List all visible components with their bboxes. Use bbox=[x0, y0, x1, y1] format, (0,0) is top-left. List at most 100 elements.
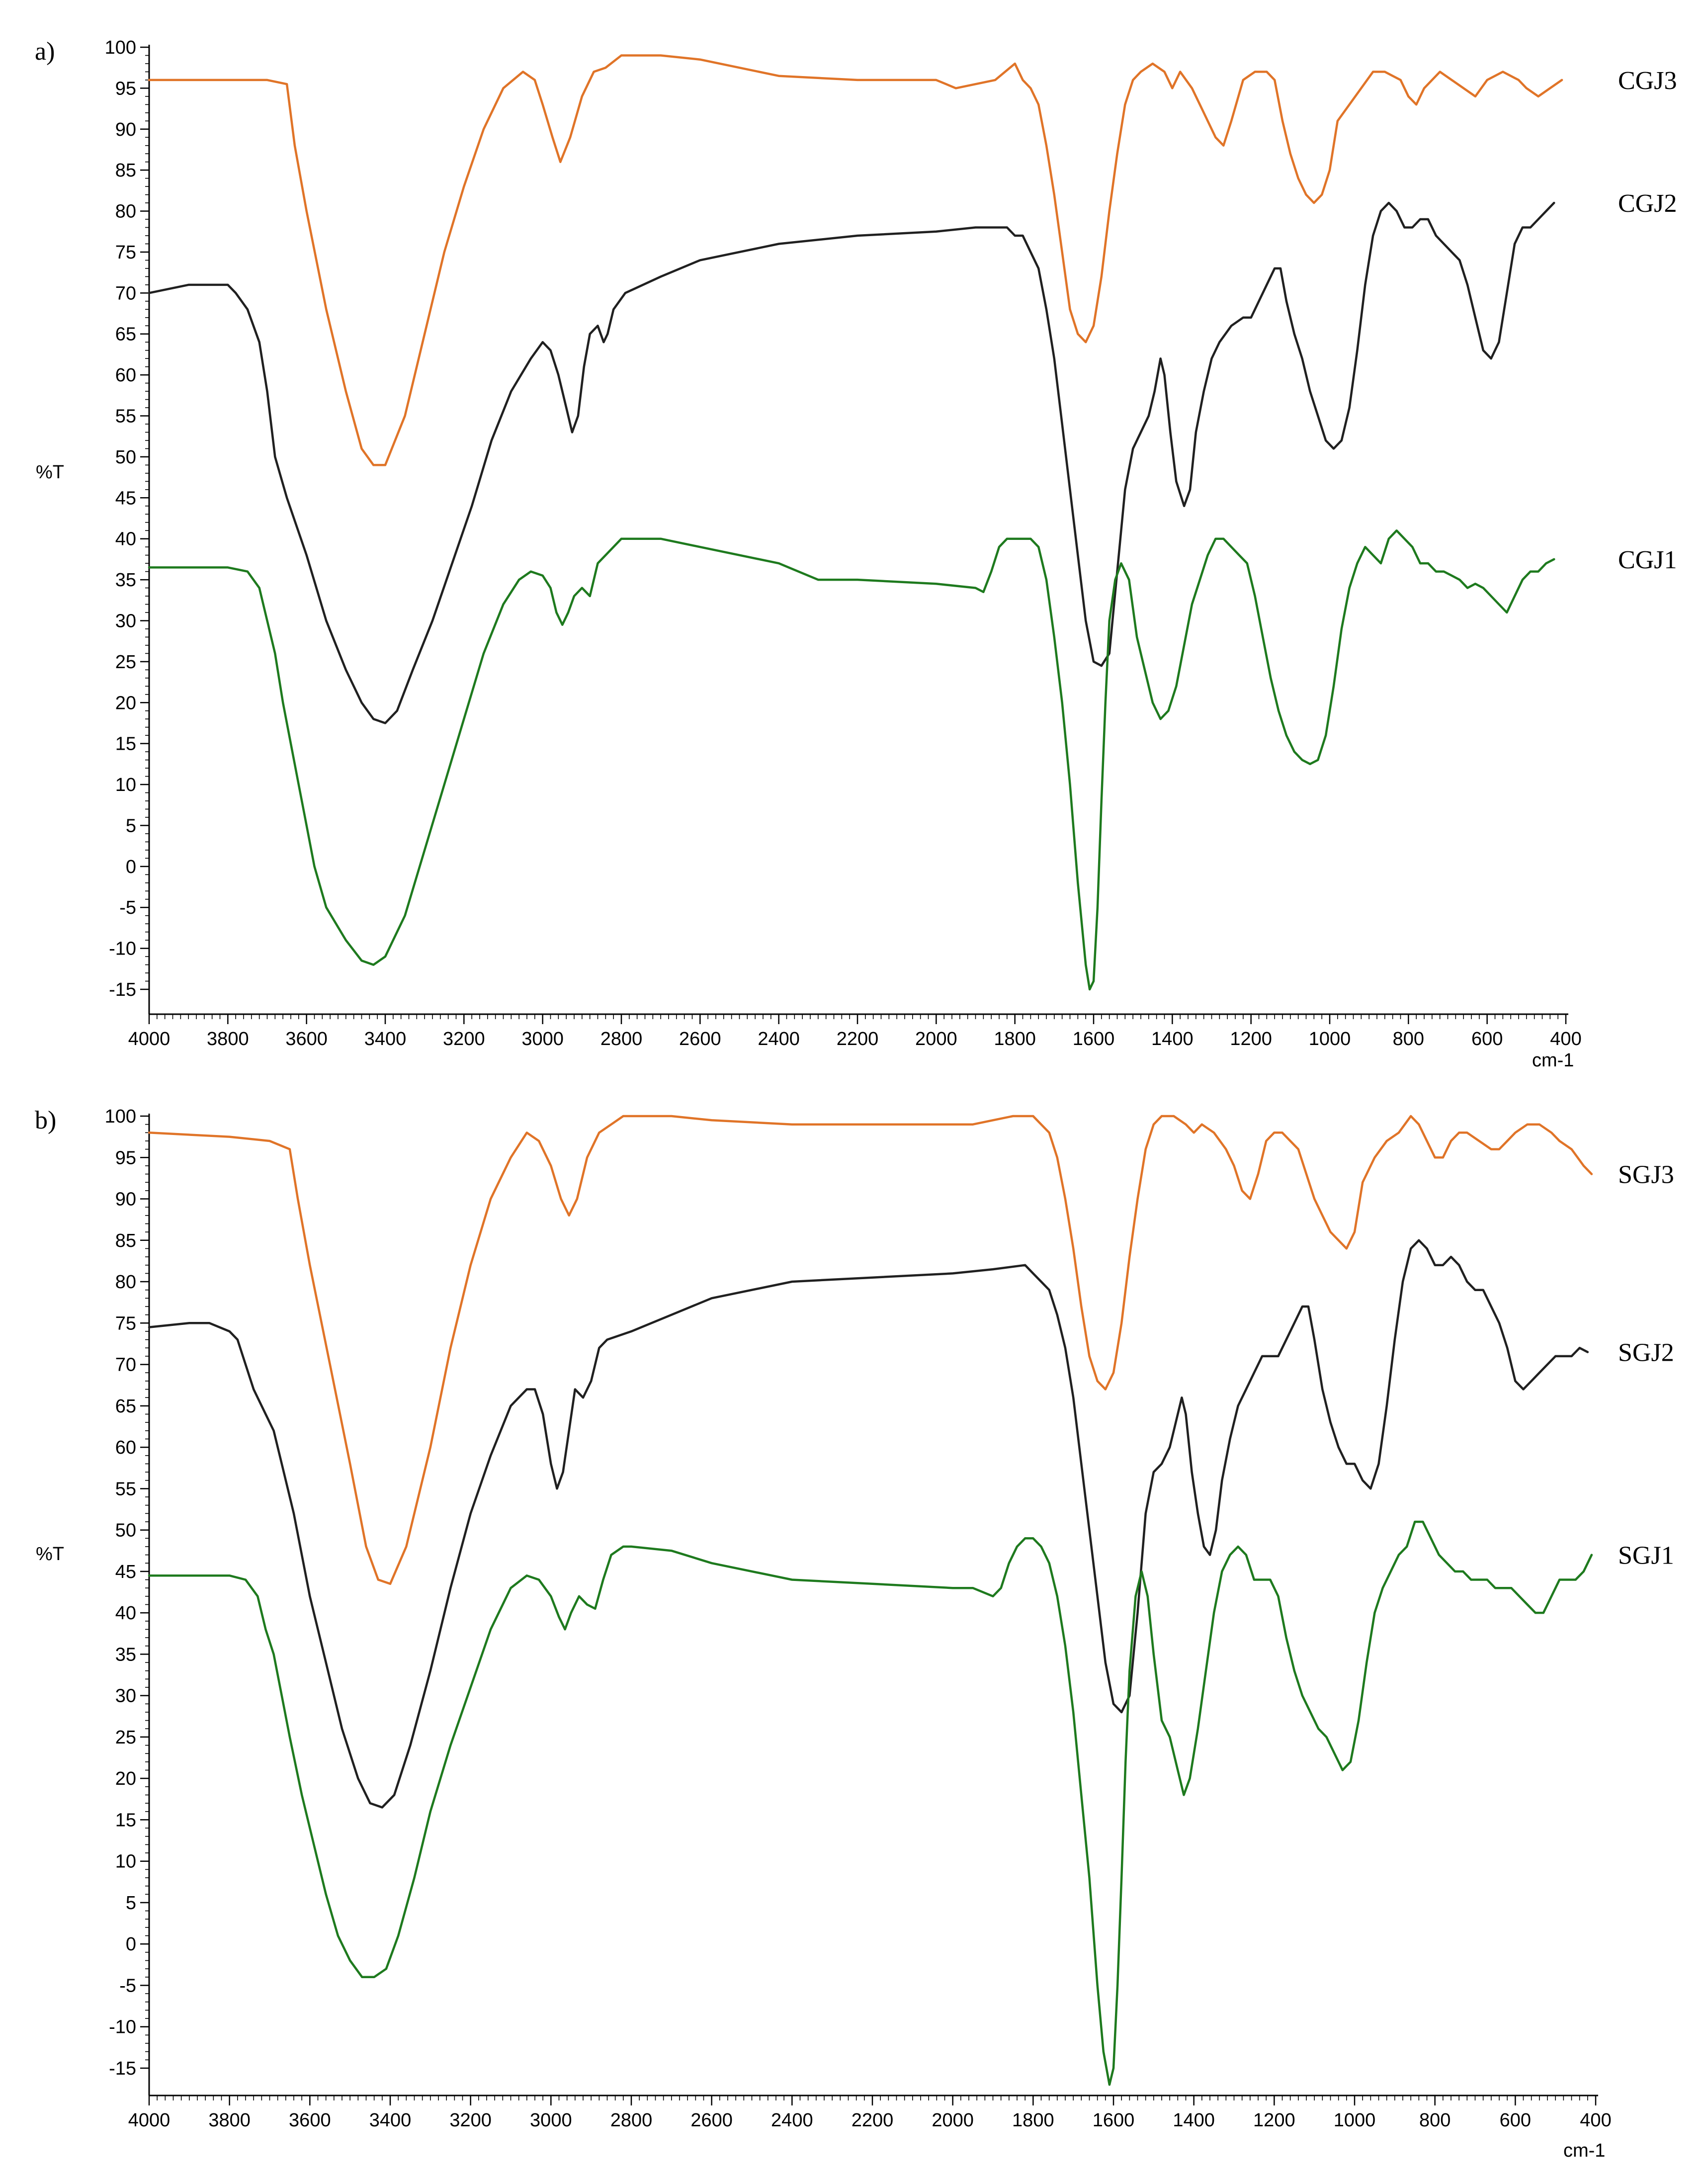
x-tick-label: 1800 bbox=[994, 1029, 1036, 1049]
series-line-sgj3 bbox=[148, 1115, 1593, 1585]
x-tick-label: 3200 bbox=[443, 1029, 485, 1049]
y-tick-label: 85 bbox=[115, 160, 136, 181]
y-tick-label: 15 bbox=[115, 1810, 136, 1831]
y-tick-label: 100 bbox=[105, 1106, 136, 1127]
y-tick-label: 65 bbox=[115, 1396, 136, 1417]
y-tick-label: 65 bbox=[115, 324, 136, 345]
y-tick-label: 10 bbox=[115, 775, 136, 795]
series-label: SGJ3 bbox=[1618, 1161, 1674, 1189]
y-tick-label: 25 bbox=[115, 1727, 136, 1748]
y-axis-title: %T bbox=[36, 462, 64, 483]
x-tick-label: 2400 bbox=[758, 1029, 800, 1049]
y-tick-label: 60 bbox=[115, 1437, 136, 1458]
y-tick-label: 75 bbox=[115, 242, 136, 263]
series-line-cgj2 bbox=[148, 201, 1555, 724]
x-tick-label: 1600 bbox=[1073, 1029, 1115, 1049]
y-tick-label: 80 bbox=[115, 1272, 136, 1293]
series-label: SGJ2 bbox=[1618, 1339, 1674, 1367]
y-tick-label: 50 bbox=[115, 447, 136, 468]
y-tick-label: 90 bbox=[115, 119, 136, 140]
y-tick-label: 95 bbox=[115, 1147, 136, 1168]
x-axis-title: cm-1 bbox=[1563, 2140, 1605, 2161]
x-tick-label: 400 bbox=[1580, 2110, 1611, 2131]
x-tick-label: 600 bbox=[1471, 1029, 1503, 1049]
y-tick-label: 50 bbox=[115, 1520, 136, 1541]
y-tick-label: 15 bbox=[115, 734, 136, 755]
y-tick-label: 70 bbox=[115, 1355, 136, 1376]
panel-a: a) %T cm-1 10095908580757065605550454035… bbox=[35, 37, 1677, 1071]
series-label: CGJ2 bbox=[1618, 189, 1677, 218]
y-tick-label: -15 bbox=[109, 2058, 136, 2079]
x-tick-label: 3800 bbox=[208, 2110, 251, 2131]
y-tick-label: 70 bbox=[115, 283, 136, 304]
y-tick-label: 35 bbox=[115, 570, 136, 591]
y-tick-label: 95 bbox=[115, 78, 136, 99]
y-tick-label: 5 bbox=[126, 815, 136, 836]
x-axis-title: cm-1 bbox=[1532, 1050, 1574, 1071]
y-tick-label: 40 bbox=[115, 529, 136, 550]
y-tick-label: 90 bbox=[115, 1189, 136, 1210]
y-tick-label: 45 bbox=[115, 488, 136, 509]
y-tick-label: 30 bbox=[115, 1686, 136, 1707]
series-line-cgj3 bbox=[148, 54, 1563, 466]
series-line-sgj1 bbox=[148, 1520, 1593, 2086]
x-tick-label: 2000 bbox=[932, 2110, 974, 2131]
x-tick-label: 3000 bbox=[530, 2110, 572, 2131]
x-tick-label: 800 bbox=[1393, 1029, 1424, 1049]
x-tick-label: 3600 bbox=[289, 2110, 331, 2131]
x-tick-label: 3200 bbox=[449, 2110, 492, 2131]
y-tick-label: 80 bbox=[115, 201, 136, 222]
y-tick-label: 75 bbox=[115, 1313, 136, 1334]
x-tick-label: 2000 bbox=[915, 1029, 957, 1049]
y-tick-label: 35 bbox=[115, 1644, 136, 1665]
series-line-sgj2 bbox=[148, 1239, 1589, 1809]
x-tick-label: 1000 bbox=[1309, 1029, 1351, 1049]
x-tick-label: 2200 bbox=[837, 1029, 879, 1049]
y-tick-label: -5 bbox=[119, 1975, 136, 1996]
x-tick-label: 1600 bbox=[1093, 2110, 1135, 2131]
x-tick-label: 600 bbox=[1500, 2110, 1531, 2131]
x-tick-label: 1400 bbox=[1173, 2110, 1215, 2131]
panel-label: a) bbox=[35, 37, 55, 66]
x-tick-label: 800 bbox=[1419, 2110, 1451, 2131]
x-tick-label: 4000 bbox=[128, 2110, 171, 2131]
panel-label: b) bbox=[35, 1106, 56, 1135]
y-tick-label: -10 bbox=[109, 2017, 136, 2038]
x-tick-label: 1400 bbox=[1151, 1029, 1194, 1049]
x-tick-label: 3400 bbox=[369, 2110, 412, 2131]
y-tick-label: 20 bbox=[115, 693, 136, 713]
y-tick-label: 20 bbox=[115, 1768, 136, 1789]
x-tick-label: 2600 bbox=[690, 2110, 733, 2131]
x-tick-label: 1200 bbox=[1230, 1029, 1272, 1049]
y-tick-label: 5 bbox=[126, 1893, 136, 1914]
y-tick-label: 40 bbox=[115, 1603, 136, 1624]
x-tick-label: 4000 bbox=[128, 1029, 171, 1049]
x-tick-label: 2800 bbox=[600, 1029, 643, 1049]
y-tick-label: 55 bbox=[115, 1479, 136, 1499]
series-line-cgj1 bbox=[148, 529, 1555, 991]
x-tick-label: 1200 bbox=[1253, 2110, 1295, 2131]
y-tick-label: 100 bbox=[105, 37, 136, 58]
y-tick-label: 55 bbox=[115, 406, 136, 427]
y-tick-label: 0 bbox=[126, 1934, 136, 1955]
x-tick-label: 3600 bbox=[285, 1029, 328, 1049]
series-label: SGJ1 bbox=[1618, 1542, 1674, 1570]
y-tick-label: -10 bbox=[109, 939, 136, 960]
y-tick-label: 0 bbox=[126, 857, 136, 877]
y-tick-label: 85 bbox=[115, 1230, 136, 1251]
series-label: CGJ1 bbox=[1618, 546, 1677, 574]
y-tick-label: 10 bbox=[115, 1851, 136, 1872]
x-tick-label: 2600 bbox=[679, 1029, 721, 1049]
panel-b: b) %T cm-1 10095908580757065605550454035… bbox=[35, 1106, 1674, 2161]
y-tick-label: -15 bbox=[109, 979, 136, 1000]
y-tick-label: 60 bbox=[115, 365, 136, 386]
x-tick-label: 3000 bbox=[521, 1029, 564, 1049]
series-label: CGJ3 bbox=[1618, 67, 1677, 95]
x-tick-label: 2200 bbox=[852, 2110, 894, 2131]
y-tick-label: -5 bbox=[119, 897, 136, 918]
x-tick-label: 2400 bbox=[771, 2110, 813, 2131]
x-tick-label: 3400 bbox=[364, 1029, 407, 1049]
y-tick-label: 45 bbox=[115, 1562, 136, 1582]
y-tick-label: 30 bbox=[115, 611, 136, 631]
